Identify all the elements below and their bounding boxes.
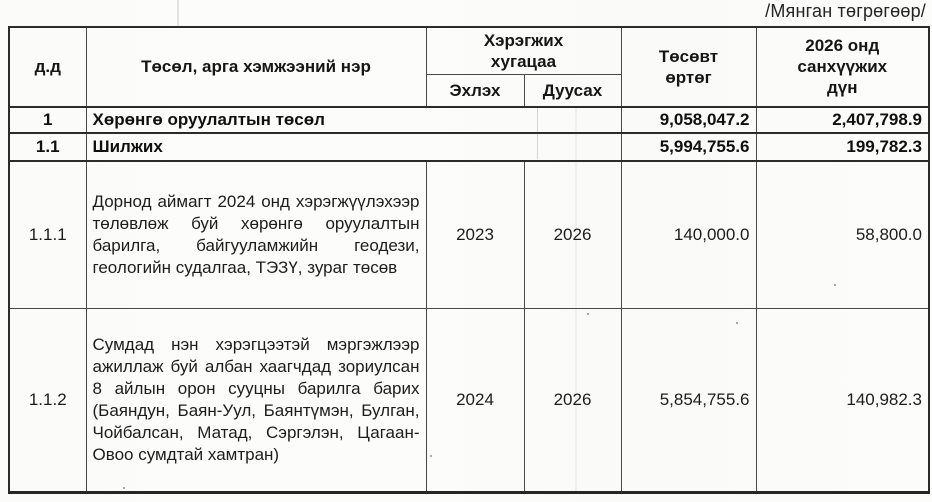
period-end-value: 2026: [523, 159, 622, 309]
table-row-summary-1: 1 Хөрөнгө оруулалтын төсөл 9,058,047.2 2…: [8, 105, 930, 133]
header-period: Хэрэгжих хугацаа: [425, 26, 622, 75]
scan-streak: [177, 0, 179, 26]
header-project-name: Төсөл, арга хэмжээний нэр: [85, 26, 427, 107]
period-end-value: 2026: [523, 308, 622, 494]
row-num: 1: [8, 105, 87, 133]
budget-value: 9,058,047.2: [620, 105, 757, 133]
header-period-label: Хэрэгжих хугацаа: [483, 31, 564, 71]
fin2026-value: 199,782.3: [755, 131, 930, 161]
header-budget-label: Төсөвт өртөг: [658, 46, 719, 87]
period-start-value: 2024: [425, 308, 525, 494]
unit-note: /Мянган төгрөгөөр/: [765, 1, 926, 21]
row-num: 1.1.2: [8, 308, 87, 494]
header-row-top: д.д Төсөл, арга хэмжээний нэр Хэрэгжих х…: [8, 26, 930, 107]
row-num: 1.1: [8, 131, 87, 161]
budget-value: 140,000.0: [620, 159, 757, 309]
header-row-sub: Эхлэх Дуусах: [9, 74, 929, 107]
period-start-value: 2023: [425, 159, 525, 309]
fin2026-value: 140,982.3: [755, 308, 930, 494]
fin2026-value: 58,800.0: [755, 159, 930, 309]
table-row-1-1-2: 1.1.2 Сумдад нэн хэрэгцээтэй мэргэжлээр …: [8, 308, 930, 494]
header-fin2026: 2026 онд санхүүжих дүн: [755, 26, 930, 107]
row-num: 1.1.1: [8, 159, 87, 309]
project-name: Хөрөнгө оруулалтын төсөл: [85, 105, 622, 133]
header-fin2026-label: 2026 онд санхүүжих дүн: [797, 36, 888, 98]
budget-value: 5,854,755.6: [620, 308, 757, 494]
header-num: д.д: [8, 26, 87, 107]
table-row-summary-1-1: 1.1 Шилжих 5,994,755.6 199,782.3: [8, 131, 930, 161]
fin2026-value: 2,407,798.9: [755, 105, 930, 133]
project-name: Дорнод аймагт 2024 онд хэрэгжүүлэхээр тө…: [85, 159, 427, 309]
header-period-start: Эхлэх: [425, 74, 525, 107]
header-budget: Төсөвт өртөг: [620, 26, 757, 107]
budget-value: 5,994,755.6: [620, 131, 757, 161]
project-name: Сумдад нэн хэрэгцээтэй мэргэжлээр ажилла…: [85, 308, 427, 494]
header-period-end: Дуусах: [523, 74, 622, 107]
table-row-1-1-1: 1.1.1 Дорнод аймагт 2024 онд хэрэгжүүлэх…: [8, 159, 930, 309]
project-name: Шилжих: [85, 131, 622, 161]
budget-table: д.д Төсөл, арга хэмжээний нэр Хэрэгжих х…: [8, 26, 930, 494]
